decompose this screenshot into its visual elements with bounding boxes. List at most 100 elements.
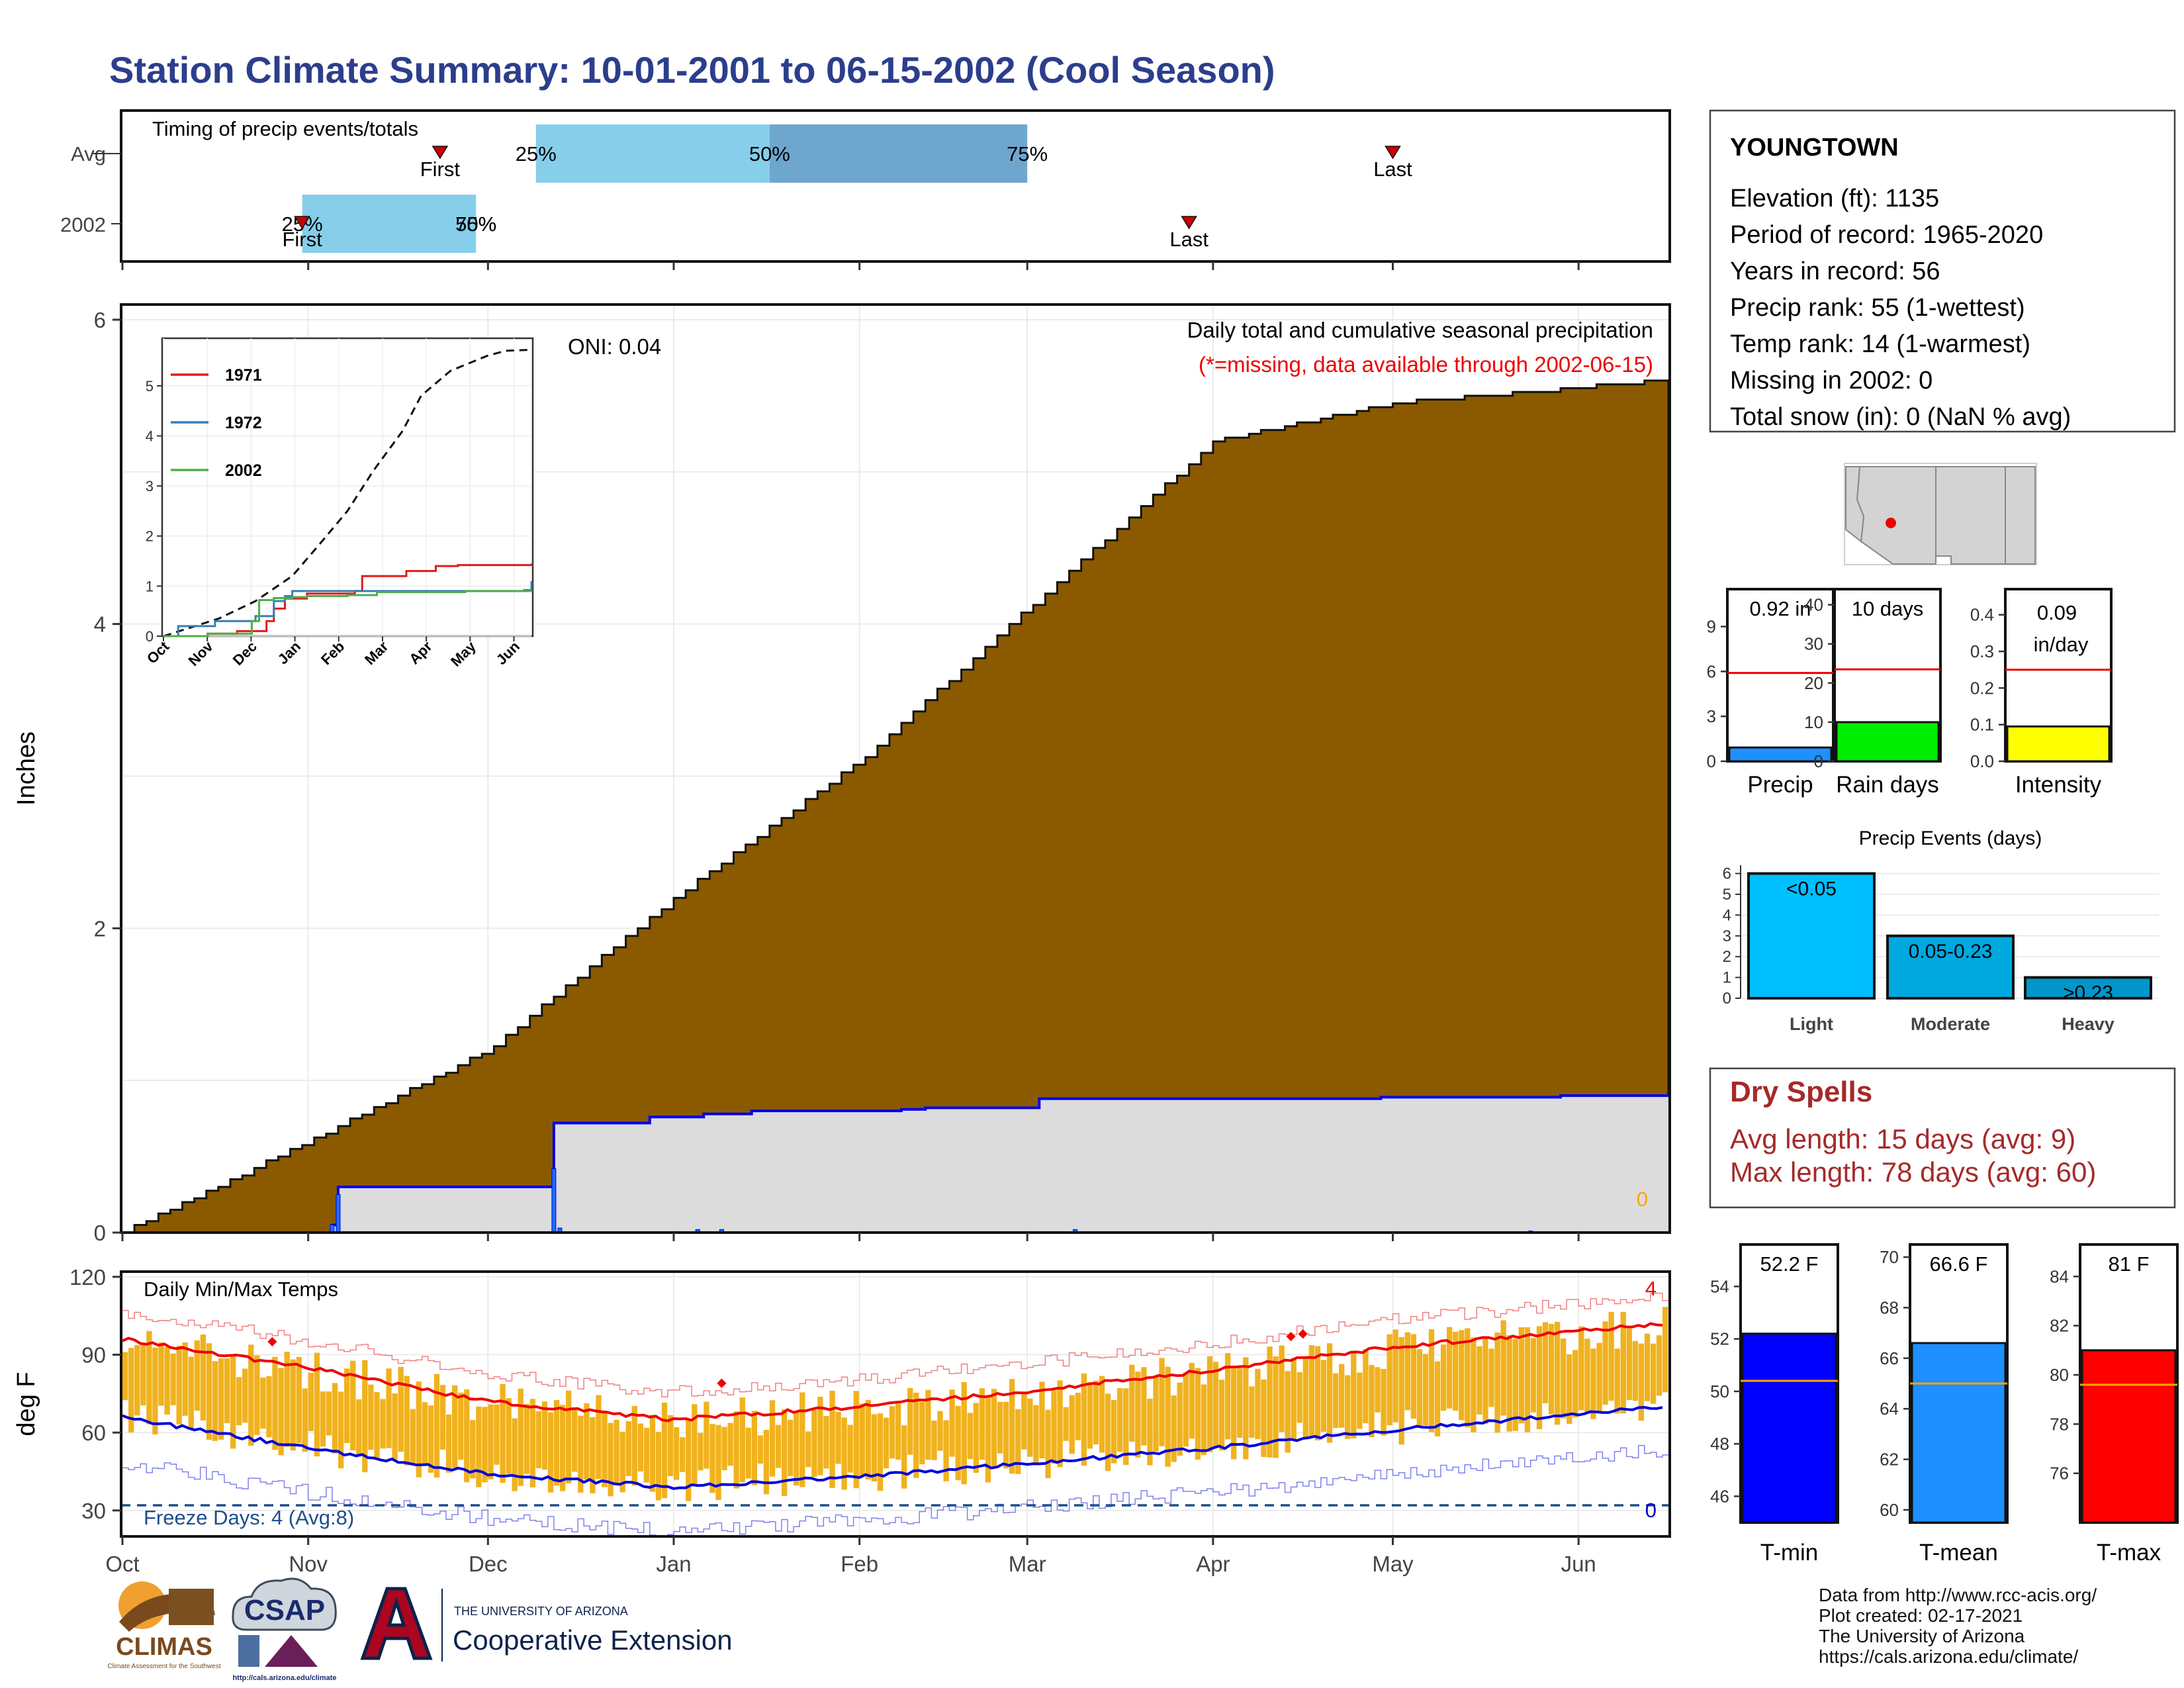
daily-temp-bar-110 <box>781 1409 788 1497</box>
daily-temp-bar-103 <box>739 1397 745 1483</box>
daily-temp-bar-16 <box>218 1358 224 1440</box>
daily-temp-bar-125 <box>871 1414 878 1481</box>
temp-gauge-1-tick-label-4: 68 <box>1880 1297 1899 1317</box>
daily-temp-bar-154 <box>1045 1409 1051 1478</box>
station-line-5: Temp rank: 14 (1-warmest) <box>1730 330 2030 358</box>
timing-first-marker-avg <box>432 146 449 160</box>
daily-temp-bar-65 <box>512 1418 518 1491</box>
daily-temp-bar-42 <box>374 1391 380 1460</box>
gauge-2-tick-label-2: 0.2 <box>1970 678 1994 698</box>
gauge-value-1: 10 days <box>1852 597 1924 620</box>
inset-line-2002 <box>163 590 533 637</box>
legend-label-1971: 1971 <box>225 366 262 385</box>
temp-x-tick-label-6: Apr <box>1196 1552 1230 1576</box>
daily-temp-bar-76 <box>578 1415 584 1493</box>
daily-temp-bar-126 <box>877 1413 884 1491</box>
daily-temp-bar-6 <box>158 1342 164 1406</box>
gauge-value-0: 0.92 in <box>1749 597 1811 620</box>
footer-credits: Data from http://www.rcc-acis.org/ Plot … <box>1819 1585 2097 1667</box>
temp-x-ticks: Oct Nov Dec Jan Feb Mar Apr May Jun <box>105 1536 1596 1576</box>
timing-box-lower-avg <box>535 124 770 183</box>
locator-map <box>1844 463 2037 565</box>
inset-y-tick-label-2: 2 <box>146 528 154 545</box>
csap-cloud-icon <box>232 1577 337 1631</box>
temp-gauge-1-tick-label-0: 60 <box>1880 1500 1899 1520</box>
daily-temp-bar-227 <box>1482 1338 1488 1424</box>
precip-panel-frame <box>120 303 1671 1234</box>
daily-temp-bar-210 <box>1381 1368 1387 1436</box>
gauge-value-unit-2: in/day <box>2034 633 2089 656</box>
daily-temp-bar-167 <box>1123 1388 1129 1466</box>
daily-temp-bar-233 <box>1518 1327 1524 1424</box>
daily-temp-bar-246 <box>1596 1342 1602 1412</box>
daily-temp-bar-109 <box>775 1425 782 1468</box>
csap-logo: CSAP http://cals.arizona.edu/climate <box>232 1577 337 1682</box>
daily-temp-bar-174 <box>1165 1366 1171 1467</box>
gauge-2-tick-label-4: 0.4 <box>1970 605 1994 625</box>
timing-row-label-2002: 2002 <box>60 213 106 236</box>
daily-temp-bar-171 <box>1147 1398 1153 1466</box>
temp-gauge-2-tick-label-0: 76 <box>2050 1464 2069 1483</box>
daily-temp-bar-213 <box>1398 1336 1404 1445</box>
daily-temp-bar-206 <box>1357 1372 1363 1429</box>
daily-temp-bar-51 <box>428 1405 434 1473</box>
gauge-0-tick-label-1: 3 <box>1707 706 1716 726</box>
temp-x-tick-label-7: May <box>1372 1552 1414 1576</box>
daily-temp-bar-88 <box>649 1415 656 1492</box>
precip-y-tick-label-6: 6 <box>94 308 106 332</box>
temp-gauge-1-tick-label-3: 66 <box>1880 1348 1899 1368</box>
precip-y-ticks: 0 2 4 6 <box>94 308 121 1245</box>
daily-temp-bar-22 <box>254 1355 260 1435</box>
daily-temp-bar-58 <box>470 1420 476 1479</box>
daily-temp-bar-67 <box>523 1403 529 1474</box>
daily-temp-bar-202 <box>1332 1373 1339 1429</box>
daily-temp-bar-209 <box>1375 1367 1381 1413</box>
daily-temp-bar-8 <box>170 1353 176 1405</box>
gauge-0-tick-label-0: 0 <box>1707 751 1716 771</box>
daily-temp-bar-61 <box>488 1404 494 1479</box>
daily-temp-bar-19 <box>236 1377 242 1426</box>
avg-min-line <box>122 1405 1663 1490</box>
temp-gauge-label-2: T-max <box>2097 1540 2161 1566</box>
daily-temp-bar-49 <box>416 1381 422 1477</box>
daily-temp-bar-124 <box>865 1399 872 1480</box>
daily-temp-bar-221 <box>1446 1327 1453 1409</box>
daily-temp-bar-228 <box>1488 1348 1494 1407</box>
daily-temp-bar-163 <box>1099 1376 1105 1453</box>
daily-temp-bar-107 <box>763 1430 770 1495</box>
temp-x-tick-label-4: Feb <box>841 1552 878 1576</box>
daily-temp-bar-13 <box>200 1334 206 1421</box>
daily-temp-bar-153 <box>1039 1382 1045 1459</box>
daily-temp-bar-224 <box>1465 1328 1471 1428</box>
daily-temp-bar-106 <box>757 1435 764 1464</box>
daily-temp-bar-32 <box>314 1352 320 1457</box>
daily-temp-bar-128 <box>889 1406 895 1459</box>
gauge-label-1: Rain days <box>1836 772 1939 798</box>
footer-line-2: Plot created: 02-17-2021 <box>1819 1605 2023 1626</box>
dry-spells-box: Dry Spells Avg length: 15 days (avg: 9) … <box>1709 1067 2176 1209</box>
daily-temp-bar-141 <box>967 1413 973 1460</box>
csap-logo-subtext: http://cals.arizona.edu/climate <box>232 1674 336 1682</box>
station-line-4: Precip rank: 55 (1-wettest) <box>1730 294 2025 322</box>
daily-temp-bar-38 <box>350 1360 356 1451</box>
daily-temp-bar-26 <box>278 1368 284 1456</box>
gauge-bar-0 <box>1728 746 1833 763</box>
daily-temp-bar-99 <box>715 1425 721 1501</box>
timing-panel: Timing of precip events/totals Avg 2002 … <box>60 109 1671 270</box>
daily-temp-bar-166 <box>1117 1387 1123 1452</box>
daily-temp-bar-239 <box>1554 1321 1561 1425</box>
daily-temp-bar-140 <box>961 1382 967 1485</box>
state-west <box>1845 466 1865 543</box>
daily-temp-bar-127 <box>883 1417 889 1469</box>
temp-y-tick-label-90: 90 <box>81 1342 106 1367</box>
events-y-tick-label-0: 0 <box>1723 990 1731 1008</box>
inset-y-tick-label-0: 0 <box>146 628 154 645</box>
daily-temp-bar-118 <box>829 1390 835 1488</box>
daily-temp-bar-139 <box>955 1405 961 1481</box>
inset-legend: 1971 1972 2002 <box>171 366 262 480</box>
daily-temp-bar-31 <box>308 1372 314 1431</box>
daily-temp-bar-2 <box>134 1344 140 1416</box>
events-bar-0 <box>1747 872 1876 1000</box>
daily-temp-bar-251 <box>1626 1328 1632 1400</box>
